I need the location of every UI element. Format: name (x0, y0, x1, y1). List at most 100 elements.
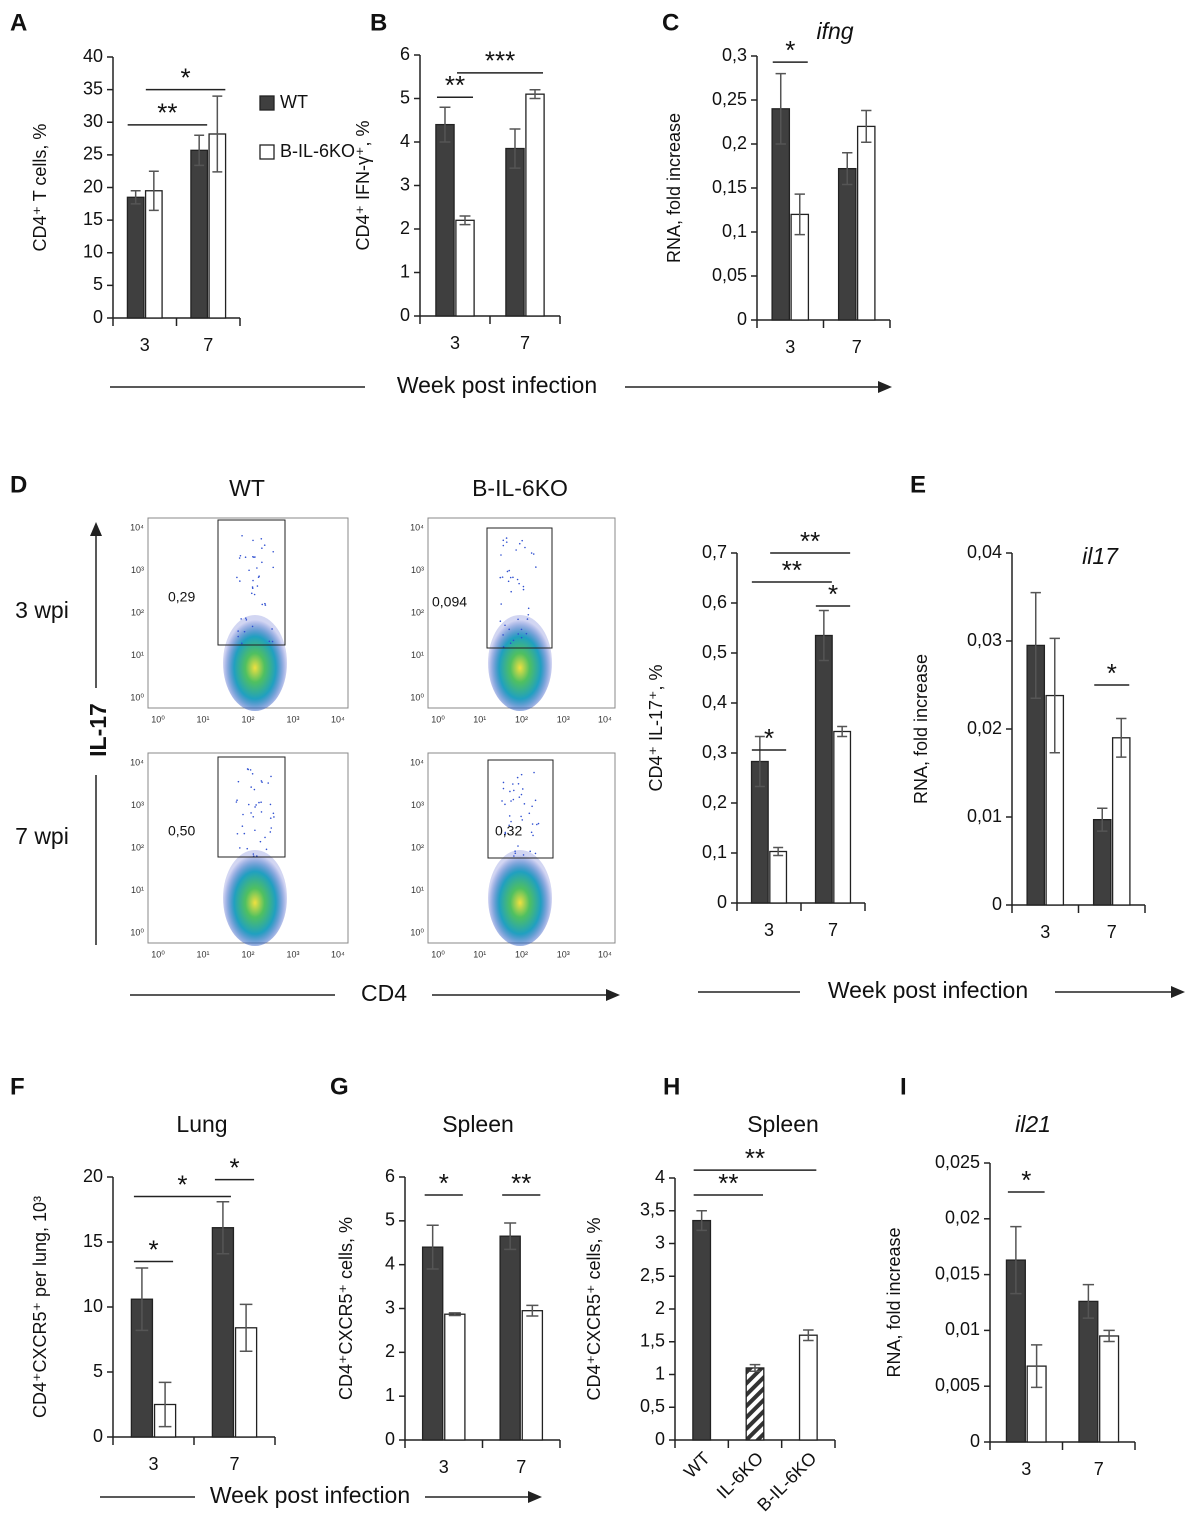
gate (217, 756, 286, 858)
bar (525, 93, 545, 317)
event-dot (264, 602, 266, 605)
flow-tick-label: 10¹ (411, 650, 424, 660)
significance-label: * (1107, 658, 1117, 688)
event-dot (251, 587, 254, 590)
bar (856, 125, 876, 321)
event-dot (253, 788, 256, 791)
y-tick-label: 6 (400, 44, 410, 64)
event-dot (243, 832, 246, 835)
error-bar (194, 134, 205, 167)
y-tick-label: 30 (83, 111, 103, 131)
event-dot (247, 768, 250, 771)
panel-label: G (330, 1073, 349, 1100)
event-dot (261, 547, 263, 549)
bar (833, 730, 852, 904)
flow-tick-label: 10² (515, 949, 528, 959)
event-dot (252, 539, 254, 542)
significance-label: * (229, 1152, 239, 1182)
flow-tick-label: 10³ (131, 800, 144, 810)
bar (126, 196, 145, 319)
y-tick-label: 0 (400, 305, 410, 325)
error-bar (1030, 1344, 1043, 1389)
event-dot (510, 590, 512, 593)
y-axis-label: RNA, fold increase (664, 113, 684, 263)
y-tick-label: 0,01 (945, 1319, 980, 1339)
panel-label: C (662, 9, 679, 36)
flow-tick-label: 10² (241, 714, 254, 724)
y-tick-label: 5 (93, 274, 103, 294)
event-dot (258, 575, 260, 577)
y-tick-label: 5 (93, 1361, 103, 1381)
flow-tick-label: 10⁰ (130, 927, 144, 937)
bar (1111, 737, 1131, 906)
event-dot (505, 537, 508, 539)
error-bar (696, 1210, 707, 1232)
event-dot (256, 567, 258, 569)
event-dot (523, 803, 526, 805)
error-bar (775, 72, 786, 145)
y-tick-label: 0,1 (702, 842, 727, 862)
legend-swatch (259, 95, 275, 111)
y-tick-label: 0 (717, 892, 727, 912)
event-dot (518, 582, 520, 585)
flow-tick-label: 10³ (411, 800, 424, 810)
event-dot (250, 592, 253, 595)
y-tick-label: 10 (83, 242, 103, 262)
error-bar (861, 109, 872, 143)
event-dot (527, 613, 530, 616)
error-bar (239, 1303, 253, 1352)
y-tick-label: 2 (400, 218, 410, 238)
event-dot (273, 816, 275, 818)
y-axis-label: CD4⁺CXCR5⁺ per lung, 10³ (30, 1196, 50, 1418)
y-tick-label: 10 (83, 1296, 103, 1316)
event-dot (508, 815, 511, 817)
flow-tick-label: 10⁰ (431, 949, 445, 959)
event-dot (520, 636, 523, 639)
event-dot (264, 836, 266, 839)
event-dot (260, 811, 263, 813)
event-dot (241, 642, 243, 645)
event-dot (271, 628, 273, 630)
row-title: 7 wpi (15, 823, 69, 849)
error-bar (803, 1329, 814, 1342)
event-dot (517, 845, 519, 847)
event-dot (256, 855, 258, 857)
event-dot (237, 630, 239, 632)
arrow-head (528, 1491, 542, 1503)
error-bar (754, 735, 765, 788)
significance-label: ** (718, 1168, 738, 1198)
event-dot (239, 554, 242, 557)
error-bar (749, 1363, 761, 1372)
event-dot (510, 800, 512, 802)
y-tick-label: 0,04 (967, 542, 1002, 562)
event-dot (269, 831, 272, 833)
panel-label: E (910, 471, 926, 498)
x-tick-label: 3 (148, 1454, 158, 1474)
event-dot (507, 580, 510, 583)
event-dot (515, 549, 517, 551)
y-tick-label: 0,4 (702, 692, 727, 712)
gate-percentage: 0,32 (495, 823, 522, 839)
bar (745, 1367, 765, 1441)
error-bar (794, 193, 805, 236)
y-tick-label: 0 (737, 309, 747, 329)
flow-tick-label: 10³ (286, 949, 299, 959)
event-dot (258, 801, 260, 804)
panel-label: D (10, 471, 27, 498)
event-dot (508, 628, 510, 631)
chart-title: ifng (816, 18, 853, 44)
event-dot (250, 786, 252, 788)
event-dot (508, 824, 510, 827)
event-dot (513, 789, 515, 792)
flow-tick-label: 10³ (557, 949, 570, 959)
error-bar (135, 1267, 149, 1332)
event-dot (246, 847, 249, 850)
event-dot (254, 806, 256, 808)
y-tick-label: 0 (93, 307, 103, 327)
flow-tick-label: 10⁴ (410, 522, 424, 532)
error-bar (837, 725, 848, 738)
flow-tick-label: 10⁰ (410, 927, 424, 937)
error-bar (773, 846, 784, 857)
error-bar (1116, 717, 1127, 758)
y-tick-label: 1,5 (640, 1331, 665, 1351)
